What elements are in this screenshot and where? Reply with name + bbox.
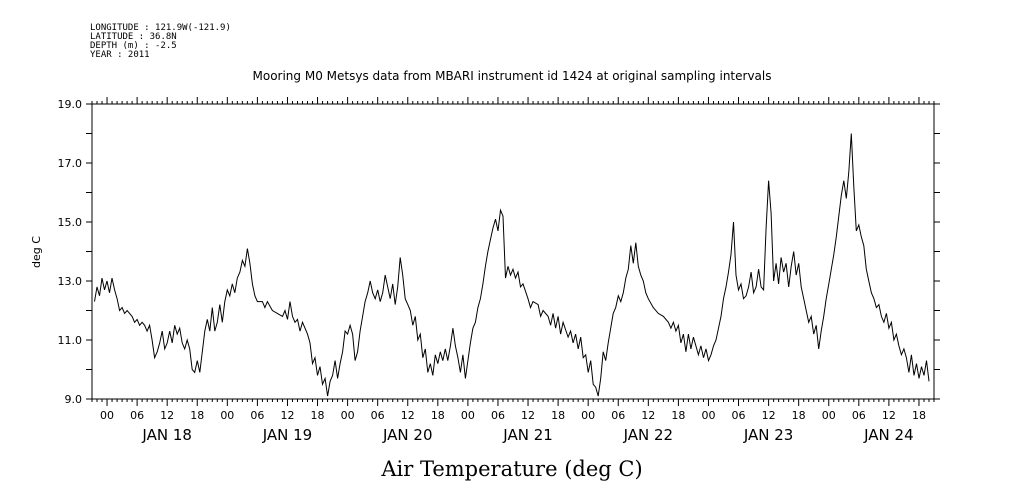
metadata-line: DEPTH (m) : -2.5 (90, 41, 177, 51)
x-tick-label: 12 (641, 409, 655, 422)
y-tick-label: 13.0 (58, 275, 83, 288)
x-tick-label: 12 (401, 409, 415, 422)
metadata-line: LATITUDE : 36.8N (90, 32, 177, 42)
x-tick-label: 06 (732, 409, 746, 422)
y-axis-label: deg C (30, 236, 43, 268)
x-tick-label: 18 (792, 409, 806, 422)
x-tick-label: 12 (882, 409, 896, 422)
day-label: JAN 23 (743, 426, 794, 444)
metadata-line: YEAR : 2011 (90, 50, 150, 60)
x-tick-label: 06 (611, 409, 625, 422)
x-axis-day-labels: JAN 18 JAN 19 JAN 20 JAN 21 JAN 22 JAN 23 JAN … (141, 426, 913, 444)
x-tick-label: 12 (762, 409, 776, 422)
y-tick-label: 19.0 (58, 98, 83, 111)
x-tick-label: 06 (491, 409, 505, 422)
x-tick-label: 18 (311, 409, 325, 422)
y-tick-label: 17.0 (58, 157, 83, 170)
y-tick-label: 9.0 (65, 393, 83, 406)
plot-frame (91, 103, 935, 400)
day-label: JAN 22 (623, 426, 674, 444)
x-tick-label: 06 (130, 409, 144, 422)
x-tick-label: 00 (220, 409, 234, 422)
y-tick-label: 15.0 (58, 216, 83, 229)
day-label: JAN 24 (863, 426, 914, 444)
x-tick-label: 18 (912, 409, 926, 422)
air-temperature-line (94, 133, 930, 397)
x-tick-label: 18 (551, 409, 565, 422)
x-tick-label: 00 (581, 409, 595, 422)
x-tick-label: 18 (671, 409, 685, 422)
metadata-line: LONGITUDE : 121.9W(-121.9) (90, 23, 231, 33)
x-tick-label: 18 (431, 409, 445, 422)
location-metadata: LONGITUDE : 121.9W(-121.9)LATITUDE : 36.… (90, 23, 231, 60)
x-axis-hour-labels: 00 06 12 18 00 06 12 18 00 06 12 18 00 06 12 18 00 06 12 18… (100, 409, 926, 422)
day-label: JAN 21 (502, 426, 553, 444)
day-label: JAN 19 (262, 426, 313, 444)
x-tick-label: 00 (701, 409, 715, 422)
x-tick-label: 00 (341, 409, 355, 422)
x-tick-label: 00 (822, 409, 836, 422)
x-tick-label: 12 (521, 409, 535, 422)
x-tick-label: 18 (190, 409, 204, 422)
x-tick-label: 12 (160, 409, 174, 422)
x-tick-label: 06 (371, 409, 385, 422)
x-tick-label: 00 (100, 409, 114, 422)
day-label: JAN 20 (382, 426, 433, 444)
y-axis-tick-labels: 9.0 11.0 13.0 15.0 17.0 19.0 (58, 98, 83, 406)
x-tick-label: 00 (461, 409, 475, 422)
x-tick-label: 12 (280, 409, 294, 422)
day-label: JAN 18 (141, 426, 192, 444)
x-tick-label: 06 (250, 409, 264, 422)
y-tick-label: 11.0 (58, 334, 83, 347)
x-tick-label: 06 (852, 409, 866, 422)
axis-ticks (86, 97, 940, 406)
x-axis-label: Air Temperature (deg C) (380, 457, 642, 481)
chart-title: Mooring M0 Metsys data from MBARI instru… (253, 69, 772, 83)
